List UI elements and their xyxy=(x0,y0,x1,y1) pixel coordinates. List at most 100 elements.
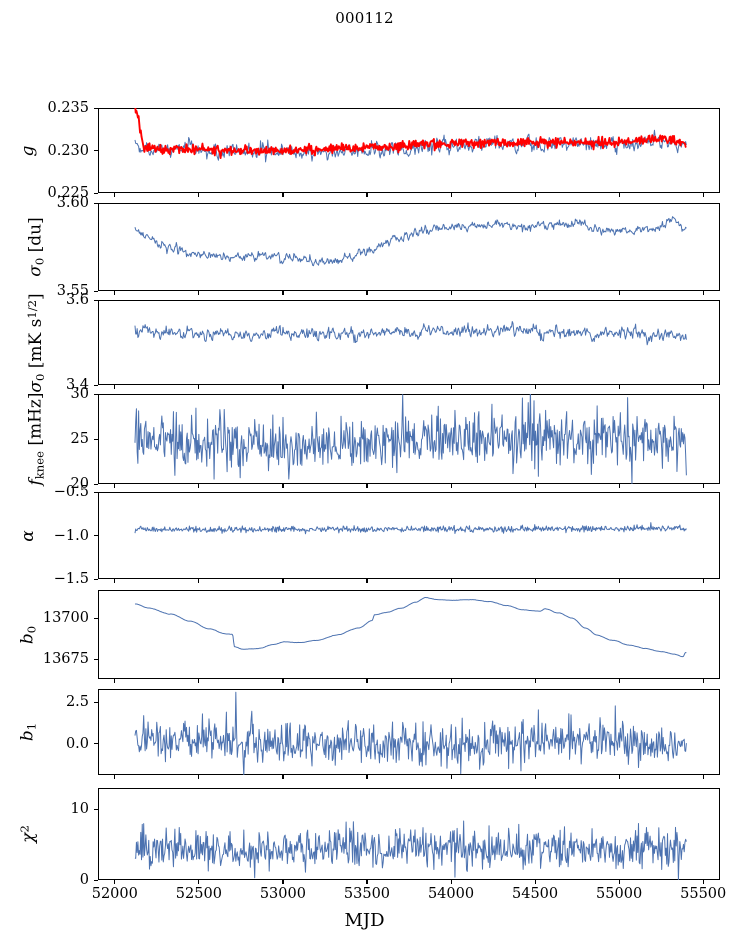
y-tick-label-g-0: 0.225 xyxy=(47,184,89,201)
x-tick-mark-chi2-2 xyxy=(282,880,284,884)
series-alpha xyxy=(134,522,687,535)
series-fknee xyxy=(134,394,687,484)
x-tick-mark-g-2 xyxy=(282,193,284,197)
x-tick-mark-g-1 xyxy=(198,193,200,197)
y-tick-label-chi2-0: 0 xyxy=(79,871,89,888)
x-tick-label-1: 52500 xyxy=(175,886,222,902)
x-tick-mark-b1-3 xyxy=(366,775,368,779)
x-tick-mark-sigma0_du-6 xyxy=(618,291,620,295)
x-tick-mark-chi2-5 xyxy=(534,880,536,884)
series-chi2 xyxy=(134,820,687,880)
y-tick-label-sigma0_du-0: 3.55 xyxy=(56,282,89,299)
y-tick-label-b0-0: 13675 xyxy=(42,650,89,667)
y-axis-label-g: g xyxy=(18,145,38,156)
plot-area-sigma0_mks xyxy=(134,321,687,346)
x-tick-mark-b0-3 xyxy=(366,679,368,683)
y-tick-label-g-1: 0.230 xyxy=(47,142,89,159)
x-tick-mark-fknee-1 xyxy=(198,484,200,488)
x-tick-mark-b0-5 xyxy=(534,679,536,683)
x-tick-mark-b0-7 xyxy=(702,679,704,683)
x-tick-mark-b1-6 xyxy=(618,775,620,779)
x-tick-mark-fknee-5 xyxy=(534,484,536,488)
plot-area-sigma0_du xyxy=(134,216,687,267)
y-tick-label-g-2: 0.235 xyxy=(47,99,89,116)
y-tick-mark-alpha-0 xyxy=(94,578,98,580)
y-tick-mark-chi2-1 xyxy=(94,808,98,810)
y-tick-mark-sigma0_mks-0 xyxy=(94,384,98,386)
y-tick-mark-b0-1 xyxy=(94,617,98,619)
y-tick-mark-fknee-2 xyxy=(94,393,98,395)
x-tick-mark-b1-4 xyxy=(450,775,452,779)
x-tick-mark-chi2-0 xyxy=(114,880,116,884)
x-tick-mark-sigma0_du-2 xyxy=(282,291,284,295)
x-tick-mark-chi2-1 xyxy=(198,880,200,884)
y-tick-mark-g-2 xyxy=(94,107,98,109)
plot-area-g xyxy=(134,108,687,163)
x-tick-mark-g-7 xyxy=(702,193,704,197)
panel-chi2: 0 10 xyxy=(71,788,720,887)
x-tick-mark-sigma0_du-1 xyxy=(198,291,200,295)
y-axis-label-alpha: α xyxy=(18,529,38,542)
x-tick-mark-b0-4 xyxy=(450,679,452,683)
x-tick-mark-sigma0_mks-5 xyxy=(534,385,536,389)
series-g-model-band xyxy=(134,108,687,160)
x-tick-label-4: 54000 xyxy=(427,886,475,902)
series-sigma0-mks xyxy=(134,321,687,346)
x-tick-label-6: 55000 xyxy=(596,886,643,902)
x-tick-mark-g-0 xyxy=(114,193,116,197)
x-tick-mark-sigma0_mks-0 xyxy=(114,385,116,389)
y-tick-mark-b1-0 xyxy=(94,743,98,745)
x-tick-mark-chi2-3 xyxy=(366,880,368,884)
x-tick-mark-fknee-2 xyxy=(282,484,284,488)
y-tick-label-fknee-0: 20 xyxy=(70,475,89,492)
x-tick-mark-sigma0_mks-2 xyxy=(282,385,284,389)
panel-sigma0_du: 3.55 3.60 xyxy=(57,196,720,298)
y-axis-label-fknee: fknee [mHz] xyxy=(25,392,47,486)
x-tick-mark-b1-0 xyxy=(114,775,116,779)
y-tick-label-sigma0_mks-0: 3.4 xyxy=(65,376,89,393)
x-tick-mark-b0-6 xyxy=(618,679,620,683)
x-tick-label-2: 53000 xyxy=(259,886,306,902)
x-tick-mark-b0-2 xyxy=(282,679,284,683)
y-tick-mark-fknee-1 xyxy=(94,438,98,440)
x-tick-mark-fknee-7 xyxy=(702,484,704,488)
plot-area-b1 xyxy=(134,691,687,775)
y-tick-mark-g-0 xyxy=(94,192,98,194)
x-tick-mark-alpha-2 xyxy=(282,579,284,583)
x-tick-mark-sigma0_du-0 xyxy=(114,291,116,295)
x-tick-mark-g-6 xyxy=(618,193,620,197)
y-tick-label-b0-1: 13700 xyxy=(42,609,89,626)
x-tick-mark-g-4 xyxy=(450,193,452,197)
plot-area-b0 xyxy=(134,596,687,658)
y-tick-mark-chi2-0 xyxy=(94,879,98,881)
x-tick-mark-sigma0_du-5 xyxy=(534,291,536,295)
x-tick-mark-alpha-4 xyxy=(450,579,452,583)
y-tick-mark-b0-0 xyxy=(94,658,98,660)
y-tick-label-sigma0_du-1: 3.60 xyxy=(56,194,89,211)
y-axis-label-b1: b1 xyxy=(17,722,39,742)
axes-frame-sigma0_du xyxy=(98,203,720,291)
y-tick-label-b1-0: 0.0 xyxy=(65,735,89,752)
y-tick-mark-alpha-1 xyxy=(94,535,98,537)
x-tick-mark-fknee-6 xyxy=(618,484,620,488)
y-axis-label-sigma0_du: σ0 [du] xyxy=(25,217,47,277)
panel-sigma0_mks: 3.4 3.6 xyxy=(66,293,720,392)
x-tick-mark-alpha-1 xyxy=(198,579,200,583)
x-tick-mark-sigma0_mks-1 xyxy=(198,385,200,389)
x-tick-mark-sigma0_du-3 xyxy=(366,291,368,295)
x-tick-mark-g-5 xyxy=(534,193,536,197)
y-tick-label-alpha-2: −0.5 xyxy=(53,483,89,500)
y-tick-label-b1-1: 2.5 xyxy=(65,693,89,710)
y-axis-label-b0: b0 xyxy=(17,625,39,644)
x-tick-mark-alpha-3 xyxy=(366,579,368,583)
x-tick-mark-b1-1 xyxy=(198,775,200,779)
panel-g: 0.225 0.230 0.235 xyxy=(47,101,720,200)
x-tick-label-5: 54500 xyxy=(512,886,559,902)
x-tick-mark-b1-2 xyxy=(282,775,284,779)
series-sigma0-du xyxy=(134,216,687,267)
y-tick-label-alpha-1: −1.0 xyxy=(53,527,89,544)
x-tick-mark-alpha-5 xyxy=(534,579,536,583)
x-tick-label-3: 53500 xyxy=(343,886,391,902)
x-tick-mark-chi2-6 xyxy=(618,880,620,884)
y-tick-label-sigma0_mks-1: 3.6 xyxy=(65,291,89,308)
